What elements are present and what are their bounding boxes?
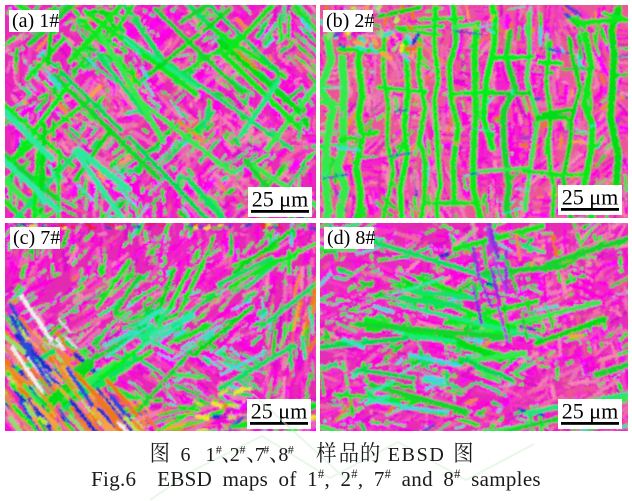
svg-text:#: #: [288, 443, 294, 457]
svg-text:6: 6: [181, 444, 191, 466]
svg-text:#: #: [240, 443, 246, 457]
svg-text:(c) 7#: (c) 7#: [13, 227, 60, 249]
svg-text:#: #: [216, 443, 222, 457]
svg-text:#: #: [263, 443, 269, 457]
svg-text:(a) 1#: (a) 1#: [12, 10, 59, 32]
svg-text:25 μm: 25 μm: [562, 399, 618, 424]
svg-text:(d) 8#: (d) 8#: [327, 227, 375, 249]
svg-text:2: 2: [230, 444, 240, 466]
svg-text:25 μm: 25 μm: [252, 187, 308, 212]
svg-text:8: 8: [278, 444, 288, 466]
svg-text:EBSD: EBSD: [388, 444, 446, 466]
svg-text:(b) 2#: (b) 2#: [326, 10, 374, 32]
svg-text:25 μm: 25 μm: [251, 399, 307, 424]
svg-text:25 μm: 25 μm: [562, 185, 618, 210]
svg-text:1: 1: [206, 444, 216, 466]
svg-text:7: 7: [255, 444, 265, 466]
